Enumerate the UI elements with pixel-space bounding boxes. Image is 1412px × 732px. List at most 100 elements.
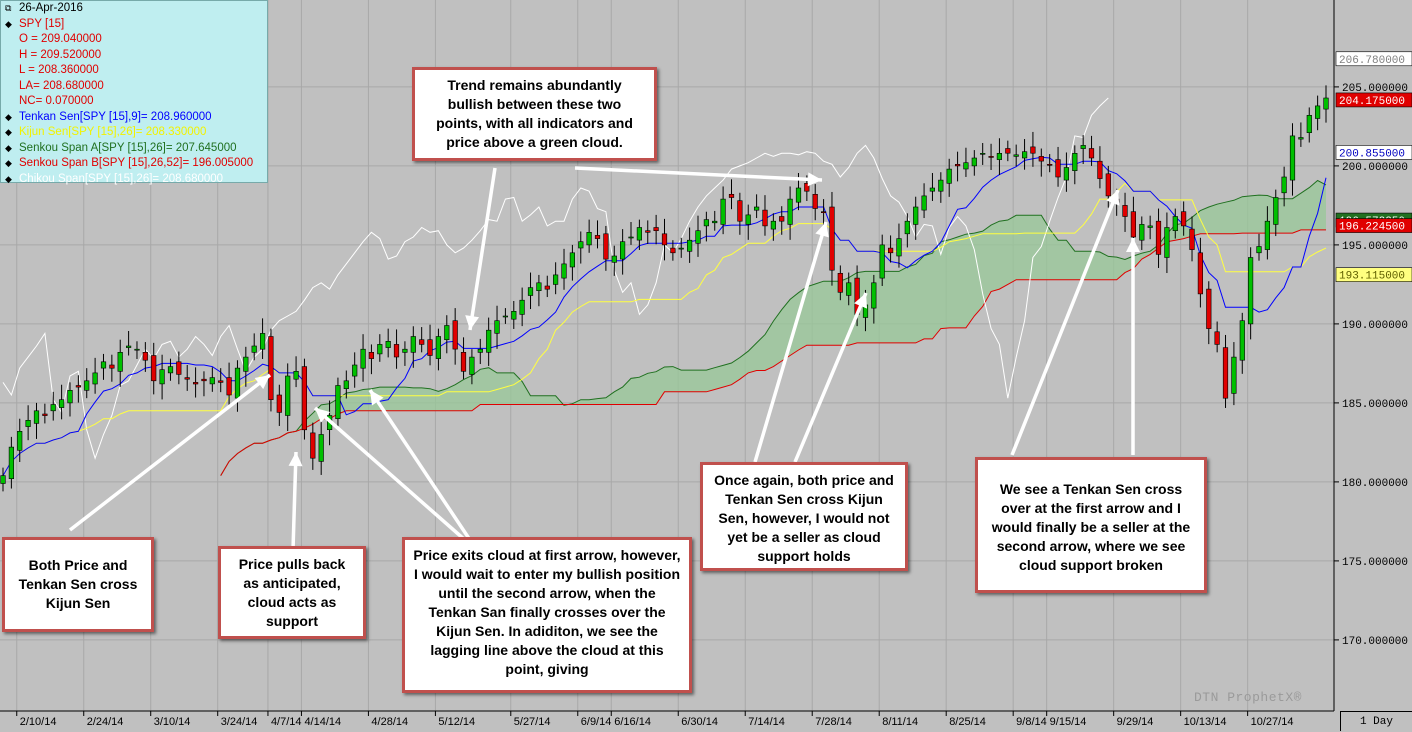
note-cloud-holds: Once again, both price and Tenkan Sen cr… (700, 462, 908, 571)
candle-body (946, 168, 952, 184)
candle-body (963, 162, 969, 170)
candle-body (159, 369, 165, 385)
candle-body (393, 344, 400, 358)
candle-body (712, 220, 718, 224)
price-tag-label: 206.780000 (1339, 55, 1405, 67)
candle-body (301, 366, 308, 431)
candle-body (318, 434, 324, 462)
legend-date: ⧉ 26-Apr-2016 (5, 1, 267, 17)
candle-body (695, 230, 701, 244)
candle-body (745, 214, 751, 225)
candle-body (176, 361, 182, 375)
diamond-icon: ◆ (5, 127, 12, 137)
arrow-head (254, 375, 270, 390)
arrow-shaft (313, 406, 467, 542)
candle-body (377, 344, 383, 355)
kijun-sen-line (2, 182, 1327, 476)
candle-body (226, 377, 232, 396)
price-tag-label: 200.855000 (1339, 148, 1405, 160)
candle-body (1021, 151, 1028, 159)
legend-net-change: NC= 0.070000 (19, 95, 94, 107)
candle-body (728, 194, 735, 198)
candle-body (1080, 145, 1086, 149)
price-tag-box (1335, 92, 1412, 108)
candle-body (167, 366, 174, 374)
price-tag-box (1335, 51, 1412, 67)
candle-body (670, 247, 676, 254)
candle-body (486, 329, 492, 353)
candle-body (804, 183, 810, 192)
candle-body (1231, 356, 1237, 394)
date-tick-label: 6/16/14 (614, 716, 651, 728)
candle-body (1122, 205, 1128, 217)
date-tick-label: 6/30/14 (681, 716, 718, 728)
candle-body (435, 336, 442, 359)
chart-legend: ⧉ 26-Apr-2016 ◆ SPY [15] O = 209.040000 H … (0, 0, 268, 185)
note-trend-bullish: Trend remains abundantly bullish between… (412, 67, 657, 161)
price-tick-label: 180.000000 (1342, 478, 1408, 490)
price-tick-label: 190.000000 (1342, 320, 1408, 332)
arrow-head (288, 452, 303, 467)
candle-body (1323, 97, 1329, 110)
legend-tenkan: ◆ Tenkan Sen[SPY [15],9]= 208.960000 (5, 110, 267, 126)
candle-body (1181, 211, 1187, 227)
candle-body (703, 219, 709, 227)
candle-body (1214, 331, 1220, 345)
candle-body (611, 255, 617, 263)
date-tick-label: 8/25/14 (949, 716, 986, 728)
candle-body (921, 195, 927, 211)
candle-body (795, 187, 802, 203)
timeframe-selector[interactable]: 1 Day (1340, 711, 1412, 731)
candle-body (134, 348, 140, 351)
diamond-icon: ◆ (5, 158, 12, 168)
price-tag-box (1335, 218, 1412, 233)
candle-body (1164, 227, 1170, 258)
candle-body (184, 377, 190, 380)
candle-body (1013, 154, 1019, 157)
candle-body (452, 320, 458, 350)
candle-body (234, 367, 241, 399)
note-pullback-support: Price pulls back as anticipated, cloud a… (218, 546, 366, 639)
price-tag-box (1335, 267, 1412, 282)
arrow-head (1126, 238, 1140, 252)
diamond-icon: ◆ (5, 18, 12, 29)
arrow-head (807, 172, 822, 187)
date-tick-label: 2/24/14 (87, 716, 124, 728)
date-tick-label: 5/27/14 (514, 716, 551, 728)
legend-kijun: ◆ Kijun Sen[SPY [15],26]= 208.330000 (5, 125, 267, 141)
candle-body (1281, 176, 1287, 194)
legend-chikou: ◆ Chikou Span[SPY [15],26]= 208.680000 (5, 172, 267, 188)
legend-high: H = 209.520000 (19, 48, 102, 61)
candle-body (720, 198, 726, 225)
candle-body (1155, 220, 1162, 255)
candle-body (50, 404, 56, 412)
candle-body (460, 351, 467, 372)
chikou-span-line (2, 97, 1109, 460)
candle-body (829, 206, 835, 271)
provider-watermark: DTN ProphetX® (1194, 690, 1302, 705)
candle-body (527, 287, 534, 296)
date-tick-label: 9/15/14 (1050, 716, 1087, 728)
candle-body (1197, 252, 1203, 295)
candle-body (67, 389, 73, 404)
candle-body (1239, 320, 1245, 361)
legend-last: LA= 208.680000 (19, 79, 104, 92)
candle-body (737, 200, 743, 222)
candle-body (619, 241, 626, 260)
arrow-head (815, 222, 829, 238)
candlesticks (0, 85, 1329, 492)
candle-body (8, 446, 15, 480)
candle-body (251, 345, 257, 353)
candle-body (887, 247, 894, 254)
candle-body (126, 345, 132, 348)
candle-body (360, 348, 366, 369)
candle-body (645, 230, 651, 233)
date-tick-label: 4/28/14 (371, 716, 408, 728)
candle-body (310, 432, 316, 459)
arrow-shaft (68, 373, 272, 532)
price-tick-label: 205.000000 (1342, 83, 1408, 95)
candle-body (653, 227, 659, 232)
candle-body (837, 272, 843, 293)
price-tick-label: 185.000000 (1342, 399, 1408, 411)
price-tick-label: 175.000000 (1342, 557, 1408, 569)
